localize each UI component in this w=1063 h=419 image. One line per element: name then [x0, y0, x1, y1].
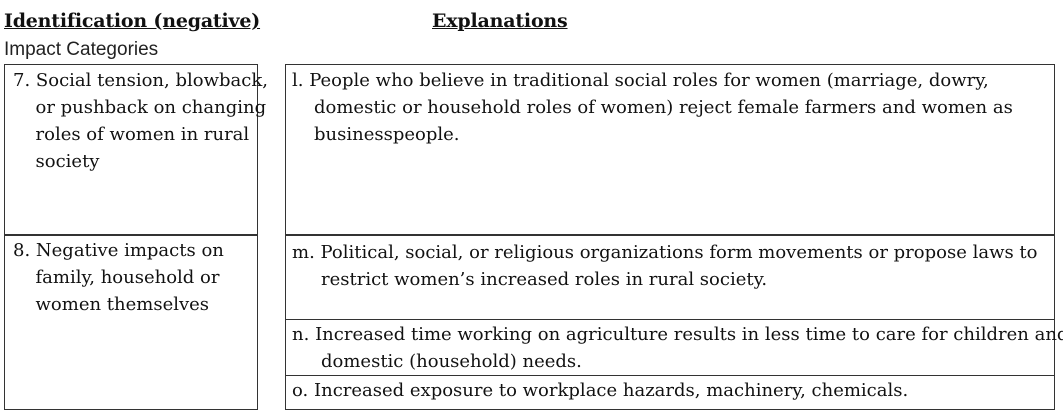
- explanation-m-text: Political, social, or religious organiza…: [320, 242, 1038, 290]
- row-divider-n: [286, 319, 1054, 320]
- category-box-7: 7. Social tension, blowback, or pushback…: [4, 64, 268, 236]
- explanations-header: Explanations: [432, 10, 568, 32]
- explanation-o-label: o.: [292, 380, 309, 401]
- explanation-l-label: l.: [292, 70, 304, 91]
- explanation-box-mno: m. Political, social, or religious organ…: [285, 234, 1063, 410]
- explanation-box-l: l. People who believe in traditional soc…: [285, 64, 1055, 236]
- category-8-text: 8. Negative impacts on family, household…: [13, 240, 224, 315]
- explanation-l: l. People who believe in traditional soc…: [292, 67, 1042, 148]
- explanation-o: o. Increased exposure to workplace hazar…: [292, 377, 1063, 404]
- explanation-n-label: n.: [292, 324, 310, 345]
- row-divider-o: [286, 375, 1054, 376]
- explanation-l-text: People who believe in traditional social…: [309, 70, 1013, 145]
- explanation-m-label: m.: [292, 242, 315, 263]
- explanation-m: m. Political, social, or religious organ…: [292, 239, 1063, 293]
- category-box-8: 8. Negative impacts on family, household…: [4, 234, 258, 410]
- identification-header: Identification (negative): [4, 10, 261, 32]
- impact-categories-subheading: Impact Categories: [4, 39, 159, 60]
- category-7-text: 7. Social tension, blowback, or pushback…: [13, 70, 268, 172]
- explanation-o-text: Increased exposure to workplace hazards,…: [313, 380, 909, 401]
- explanation-n-text: Increased time working on agriculture re…: [315, 324, 1063, 372]
- explanation-n: n. Increased time working on agriculture…: [292, 321, 1063, 375]
